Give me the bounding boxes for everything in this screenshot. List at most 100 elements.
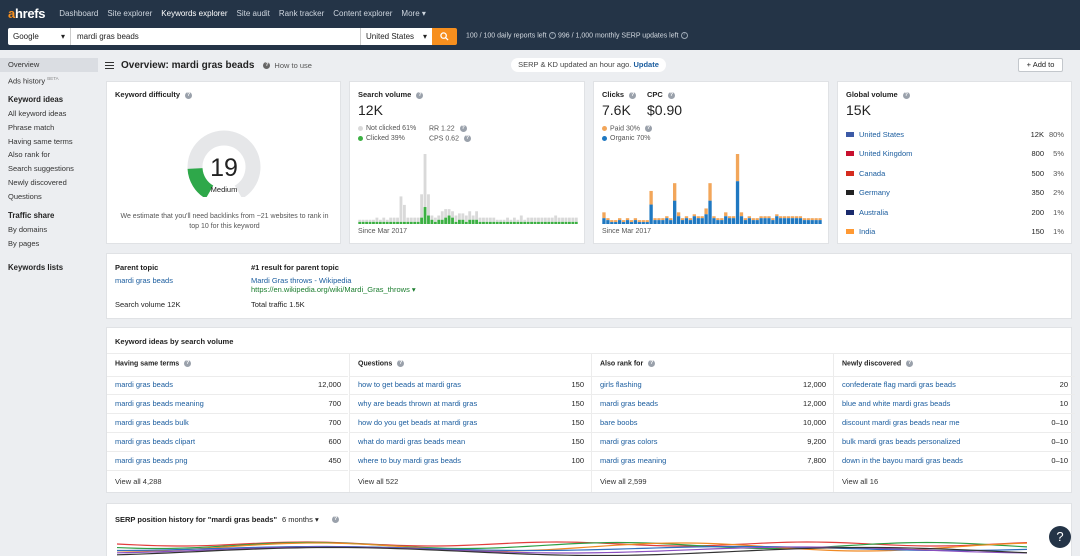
view-all-link[interactable]: View all 2,599	[600, 477, 647, 486]
view-all-link[interactable]: View all 16	[842, 477, 879, 486]
view-all-link[interactable]: View all 4,288	[115, 477, 162, 486]
search-engine-select[interactable]: Google ▾	[8, 28, 70, 45]
sidebar-item-newly-discovered[interactable]: Newly discovered	[8, 177, 67, 187]
help-icon[interactable]: ?	[644, 125, 652, 132]
nav-dashboard[interactable]: Dashboard	[59, 8, 99, 18]
help-icon[interactable]: ?	[463, 135, 471, 142]
sidebar-item-also-rank-for[interactable]: Also rank for	[8, 150, 51, 160]
keyword-link[interactable]: down in the bayou mardi gras beads	[842, 456, 963, 465]
country-link[interactable]: Australia	[859, 207, 889, 217]
parent-topic-link[interactable]: mardi gras beads	[115, 276, 173, 285]
sidebar-item-ads-history[interactable]: Ads history BETA	[8, 75, 59, 86]
clicked-legend: Clicked 39%	[358, 135, 405, 142]
sidebar-item-having-same-terms[interactable]: Having same terms	[8, 136, 73, 146]
sidebar-item-questions[interactable]: Questions	[8, 191, 42, 201]
search-button[interactable]	[432, 28, 457, 45]
help-icon[interactable]: ?	[648, 360, 656, 367]
clicks-bar-top	[618, 218, 622, 221]
help-icon[interactable]: ?	[902, 91, 910, 99]
nav-rank-tracker[interactable]: Rank tracker	[278, 8, 325, 18]
keyword-link[interactable]: what do mardi gras beads mean	[358, 437, 466, 446]
volume-bar-top	[457, 213, 461, 220]
sidebar-item-all-keyword-ideas[interactable]: All keyword ideas	[8, 109, 67, 119]
volume-bar-bottom	[530, 221, 534, 224]
clicks-since: Since Mar 2017	[602, 228, 652, 235]
keyword-link[interactable]: blue and white mardi gras beads	[842, 399, 951, 408]
top-result-url[interactable]: https://en.wikipedia.org/wiki/Mardi_Gras…	[251, 285, 416, 294]
nav-site-audit[interactable]: Site audit	[236, 8, 270, 18]
sidebar-item-by-pages[interactable]: By pages	[8, 238, 40, 248]
sidebar-item-by-domains[interactable]: By domains	[8, 225, 48, 235]
keyword-link[interactable]: why are beads thrown at mardi gras	[358, 399, 478, 408]
ahrefs-logo[interactable]: ahrefs	[8, 5, 46, 21]
help-icon[interactable]: ?	[397, 360, 405, 367]
keyword-input[interactable]: mardi gras beads	[70, 28, 360, 45]
how-to-use-link[interactable]: ? How to use	[263, 60, 312, 70]
keyword-link[interactable]: bare boobs	[600, 418, 638, 427]
help-icon[interactable]: ?	[184, 360, 192, 367]
clicks-bar-top	[751, 218, 755, 221]
keyword-link[interactable]: mardi gras colors	[600, 437, 658, 446]
nav-keywords-explorer[interactable]: Keywords explorer	[161, 8, 228, 18]
keyword-link[interactable]: where to buy mardi gras beads	[358, 456, 461, 465]
keyword-link[interactable]: how to get beads at mardi gras	[358, 380, 461, 389]
keyword-link[interactable]: girls flashing	[600, 380, 642, 389]
help-icon[interactable]: ?	[332, 516, 339, 523]
period-select[interactable]: 6 months ▾	[282, 515, 319, 524]
country-link[interactable]: Germany	[859, 188, 890, 197]
clicks-bar-bottom	[618, 220, 622, 224]
volume-bar-bottom	[523, 221, 527, 224]
help-icon[interactable]: ?	[459, 125, 467, 132]
keyword-link[interactable]: mardi gras beads bulk	[115, 418, 189, 427]
flag-icon	[846, 170, 854, 176]
country-link[interactable]: Canada	[859, 168, 886, 178]
clicks-bar-bottom	[684, 218, 689, 224]
country-select[interactable]: United States ▾	[360, 28, 432, 45]
top-result-link[interactable]: Mardi Gras throws - Wikipedia	[251, 276, 352, 285]
volume-bar-top	[437, 215, 441, 220]
country-link[interactable]: India	[859, 227, 876, 236]
help-icon[interactable]: ?	[906, 360, 914, 367]
keyword-link[interactable]: how do you get beads at mardi gras	[358, 418, 478, 427]
country-volume: 200	[1031, 207, 1044, 217]
sidebar-item-search-suggestions[interactable]: Search suggestions	[8, 164, 74, 174]
sidebar-item-keywords-lists[interactable]: Keywords lists	[8, 262, 64, 272]
add-to-button[interactable]: + Add to	[1018, 58, 1063, 72]
nav-site-explorer[interactable]: Site explorer	[107, 8, 153, 18]
sidebar-item-phrase-match[interactable]: Phrase match	[8, 123, 55, 133]
keyword-link[interactable]: bulk mardi gras beads personalized	[842, 437, 961, 446]
volume-bar-bottom	[488, 221, 492, 224]
country-link[interactable]: United States	[859, 129, 905, 139]
nav-more[interactable]: More ▾	[401, 8, 426, 18]
keyword-link[interactable]: mardi gras meaning	[600, 456, 667, 465]
help-icon[interactable]: ?	[416, 91, 424, 99]
keyword-link[interactable]: discount mardi gras beads near me	[842, 418, 960, 427]
help-button[interactable]: ?	[1049, 526, 1071, 548]
keyword-link[interactable]: mardi gras beads meaning	[115, 399, 204, 408]
help-icon[interactable]: ?	[629, 91, 637, 99]
keyword-link[interactable]: mardi gras beads png	[115, 456, 188, 465]
volume-bar-bottom	[420, 217, 424, 224]
view-all-link[interactable]: View all 522	[358, 477, 399, 486]
clicks-bar-bottom	[661, 220, 665, 224]
keyword-link[interactable]: mardi gras beads	[600, 399, 658, 408]
country-link[interactable]: United Kingdom	[859, 149, 913, 158]
info-icon[interactable]: ?	[548, 32, 556, 39]
keyword-link[interactable]: mardi gras beads clipart	[115, 437, 196, 446]
volume-bar-bottom	[475, 219, 479, 224]
keyword-ideas-column: Newly discovered ? confederate flag mardi…	[833, 354, 1075, 492]
nav-content-explorer[interactable]: Content explorer	[333, 8, 393, 18]
menu-icon[interactable]	[105, 61, 114, 69]
volume-bar-top	[413, 217, 417, 222]
volume-bar-top	[567, 217, 571, 222]
keyword-link[interactable]: confederate flag mardi gras beads	[842, 380, 956, 389]
help-icon[interactable]: ?	[185, 91, 193, 99]
sidebar-item-overview[interactable]: Overview	[0, 58, 98, 72]
update-link[interactable]: Update	[633, 60, 659, 69]
keyword-link[interactable]: mardi gras beads	[115, 380, 173, 389]
kd-gauge-fill	[187, 167, 214, 197]
help-icon[interactable]: ?	[667, 91, 675, 99]
serp-history-title: SERP position history for "mardi gras be…	[115, 515, 278, 524]
clicks-bar-top	[739, 212, 744, 217]
info-icon[interactable]: ?	[680, 32, 688, 39]
